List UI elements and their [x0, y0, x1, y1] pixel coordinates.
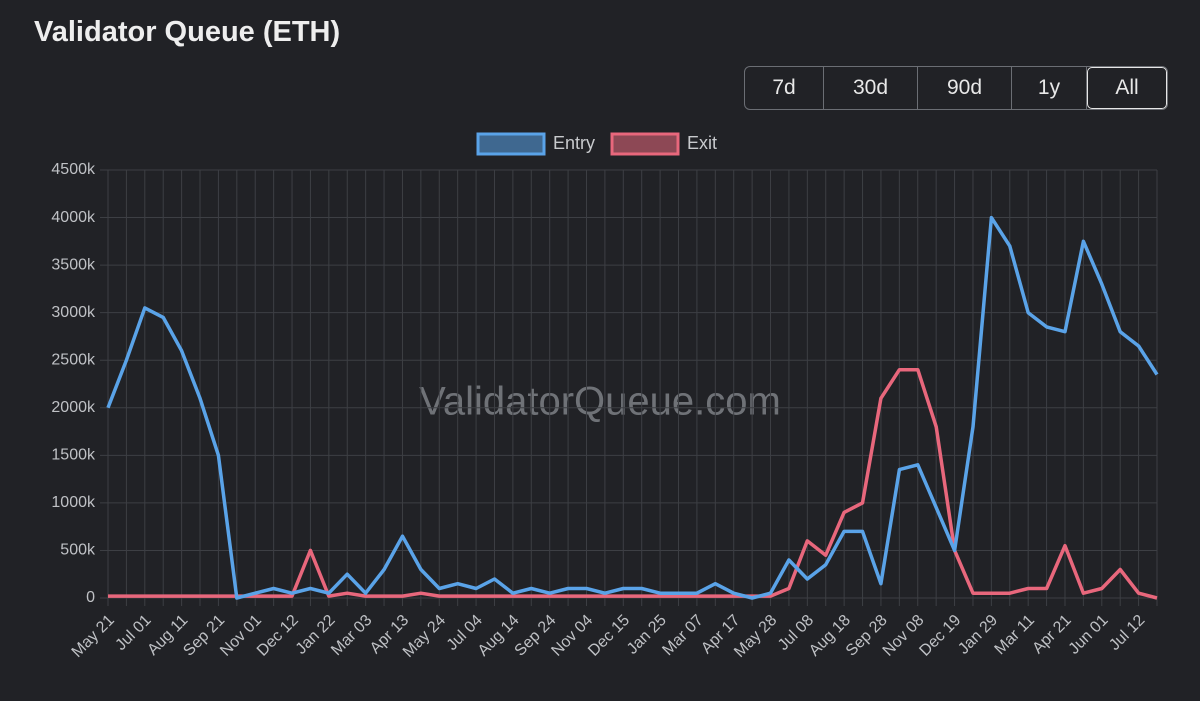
- line-series: [106, 215, 1159, 600]
- legend-item[interactable]: Entry: [476, 132, 595, 156]
- x-tick-label: Apr 21: [1029, 612, 1074, 657]
- y-tick-label: 3000k: [51, 304, 96, 321]
- x-tick-label: Mar 03: [328, 612, 375, 659]
- range-button[interactable]: 1y: [1012, 67, 1087, 109]
- y-tick-label: 4500k: [51, 161, 96, 178]
- y-tick-label: 1000k: [51, 494, 96, 511]
- x-tick-label: Jun 01: [1066, 612, 1112, 658]
- x-tick-label: Dec 12: [254, 612, 302, 660]
- y-tick-label: 4000k: [51, 209, 96, 226]
- x-tick-label: Mar 07: [659, 612, 706, 659]
- x-tick-label: Dec 15: [585, 612, 633, 660]
- y-tick-label: 0: [86, 589, 95, 606]
- range-button[interactable]: 90d: [918, 67, 1012, 109]
- range-button[interactable]: 7d: [745, 67, 824, 109]
- x-tick-label: Dec 19: [916, 612, 964, 660]
- y-tick-label: 500k: [60, 542, 96, 559]
- x-tick-label: May 21: [69, 612, 118, 661]
- y-tick-label: 1500k: [51, 447, 96, 464]
- x-tick-label: Mar 11: [992, 612, 1038, 658]
- y-tick-label: 2000k: [51, 399, 96, 416]
- chart-title: Validator Queue (ETH): [34, 16, 341, 48]
- watermark: ValidatorQueue.com: [419, 380, 781, 424]
- x-tick-label: Jul 12: [1106, 612, 1148, 654]
- range-button[interactable]: 30d: [824, 67, 918, 109]
- legend-swatch: [610, 132, 680, 156]
- line-series: [108, 367, 1158, 600]
- legend-item[interactable]: Exit: [610, 132, 717, 156]
- range-selector: 7d 30d 90d 1y All: [744, 66, 1168, 110]
- x-tick-label: Jan 29: [955, 612, 1001, 658]
- legend-swatch: [476, 132, 546, 156]
- y-tick-label: 2500k: [51, 351, 96, 368]
- range-button[interactable]: All: [1087, 67, 1167, 109]
- legend-label: Entry: [553, 133, 595, 153]
- legend-label: Exit: [687, 133, 717, 153]
- y-tick-label: 3500k: [51, 256, 96, 273]
